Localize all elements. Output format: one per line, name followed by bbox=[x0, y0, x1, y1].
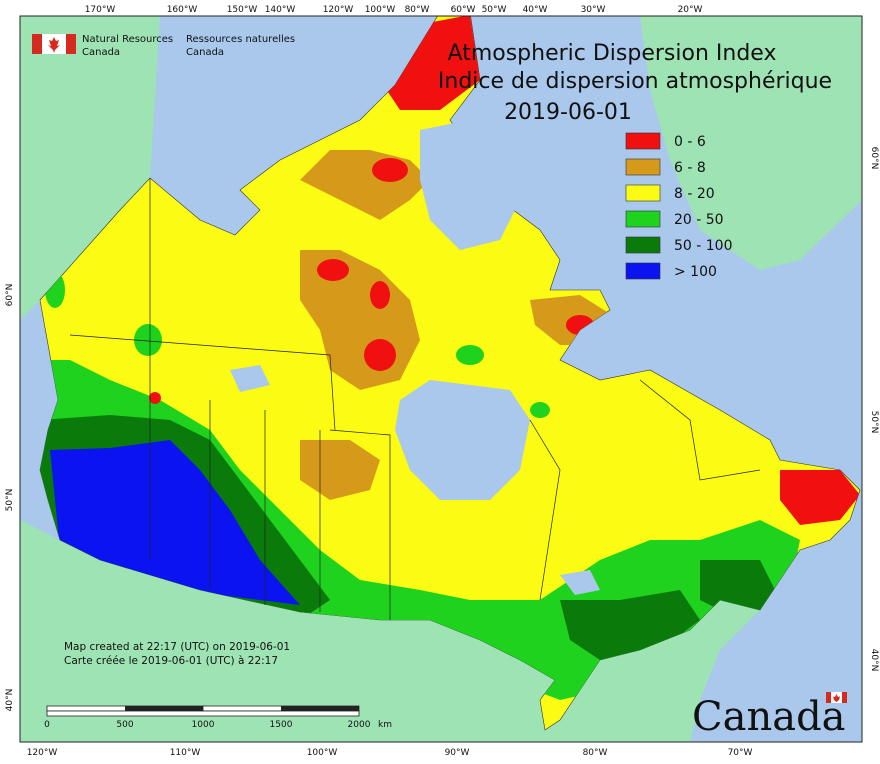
legend: 0 - 6 6 - 8 8 - 20 20 - 50 50 - 100 > 100 bbox=[625, 132, 733, 280]
zone-red-spot-3 bbox=[370, 281, 390, 309]
arctic-channel bbox=[420, 120, 520, 250]
title-date: 2019-06-01 bbox=[504, 100, 632, 125]
usa-land bbox=[20, 520, 760, 742]
greenland-land bbox=[640, 16, 862, 270]
top-tick: 160°W bbox=[167, 5, 198, 15]
left-tick: 50°N bbox=[5, 489, 15, 512]
top-tick: 80°W bbox=[405, 5, 430, 15]
wordmark-text: Canada bbox=[692, 694, 846, 740]
wordmark-flag-icon bbox=[826, 692, 847, 703]
top-tick: 50°W bbox=[482, 5, 507, 15]
scale-label: 0 bbox=[44, 720, 50, 730]
top-tick: 100°W bbox=[365, 5, 396, 15]
bottom-ticks: 120°W 110°W 100°W 90°W 80°W 70°W bbox=[27, 748, 753, 758]
zone-red-newfoundland bbox=[780, 470, 860, 525]
canada-flag-icon bbox=[32, 34, 76, 54]
zone-red-spot-7 bbox=[149, 392, 161, 404]
top-tick: 170°W bbox=[85, 5, 116, 15]
top-tick: 20°W bbox=[678, 5, 703, 15]
left-tick: 60°N bbox=[5, 284, 15, 307]
zone-green-spot-1 bbox=[134, 324, 162, 356]
legend-label: 6 - 8 bbox=[674, 160, 706, 176]
scale-label: 1500 bbox=[270, 720, 293, 730]
alaska-land bbox=[20, 16, 160, 320]
zone-red-spot-2 bbox=[317, 259, 349, 281]
border-qc-lab bbox=[639, 379, 761, 481]
border-territories bbox=[69, 334, 336, 431]
title-fr: Indice de dispersion atmosphérique bbox=[438, 69, 832, 94]
scale-label: 2000 bbox=[348, 720, 371, 730]
legend-label: 50 - 100 bbox=[674, 238, 733, 254]
scale-bar: 0 500 1000 1500 2000 km bbox=[44, 705, 392, 730]
created-note-fr: Carte créée le 2019-06-01 (UTC) à 22:17 bbox=[64, 655, 278, 667]
top-tick: 120°W bbox=[323, 5, 354, 15]
bottom-tick: 70°W bbox=[728, 748, 753, 758]
title-en: Atmospheric Dispersion Index bbox=[448, 41, 777, 66]
bottom-tick: 80°W bbox=[583, 748, 608, 758]
top-tick: 30°W bbox=[581, 5, 606, 15]
left-ticks: 60°N 50°N 40°N bbox=[5, 284, 15, 712]
agency-header: Natural Resources Canada Ressources natu… bbox=[32, 34, 295, 58]
created-note-en: Map created at 22:17 (UTC) on 2019-06-01 bbox=[64, 641, 290, 653]
legend-label: 8 - 20 bbox=[674, 186, 715, 202]
bottom-tick: 90°W bbox=[445, 748, 470, 758]
legend-swatch bbox=[625, 210, 661, 228]
top-tick: 40°W bbox=[523, 5, 548, 15]
legend-label: > 100 bbox=[674, 264, 717, 280]
legend-label: 0 - 6 bbox=[674, 134, 706, 150]
agency-en-line1: Natural Resources bbox=[82, 34, 173, 45]
hudson-bay bbox=[395, 380, 530, 500]
map-border bbox=[19, 15, 863, 743]
left-tick: 40°N bbox=[5, 689, 15, 712]
zone-blue-bc bbox=[50, 440, 300, 605]
scale-label: 1000 bbox=[192, 720, 215, 730]
right-tick: 50°N bbox=[869, 411, 879, 434]
legend-swatch bbox=[625, 132, 661, 150]
legend-swatch bbox=[625, 158, 661, 176]
top-ticks: 170°W 160°W 150°W 140°W 120°W 100°W 80°W… bbox=[85, 5, 703, 15]
top-tick: 60°W bbox=[451, 5, 476, 15]
legend-swatch bbox=[625, 184, 661, 202]
agency-fr-line1: Ressources naturelles bbox=[186, 34, 295, 45]
legend-label: 20 - 50 bbox=[674, 212, 724, 228]
top-tick: 150°W bbox=[227, 5, 258, 15]
bottom-tick: 120°W bbox=[27, 748, 58, 758]
zone-green-spot-2 bbox=[456, 345, 484, 365]
bottom-tick: 100°W bbox=[307, 748, 338, 758]
bottom-tick: 110°W bbox=[170, 748, 201, 758]
right-ticks: 60°N 50°N 40°N bbox=[869, 147, 879, 672]
zone-green-spot-3 bbox=[530, 402, 550, 418]
legend-swatch bbox=[625, 262, 661, 280]
lake-huron bbox=[560, 570, 600, 595]
scale-unit: km bbox=[378, 720, 392, 730]
zone-red-spot-1 bbox=[364, 339, 396, 371]
zone-red-spot-5 bbox=[372, 158, 408, 182]
top-tick: 140°W bbox=[265, 5, 296, 15]
border-mb-on bbox=[329, 429, 391, 620]
right-tick: 40°N bbox=[869, 649, 879, 672]
canada-wordmark: Canada bbox=[692, 692, 847, 740]
border-on-qc bbox=[529, 419, 561, 601]
agency-fr-line2: Canada bbox=[186, 47, 224, 58]
right-tick: 60°N bbox=[869, 147, 879, 170]
scale-label: 500 bbox=[116, 720, 133, 730]
great-slave-lake bbox=[230, 365, 270, 392]
agency-en-line2: Canada bbox=[82, 47, 120, 58]
legend-swatch bbox=[625, 236, 661, 254]
